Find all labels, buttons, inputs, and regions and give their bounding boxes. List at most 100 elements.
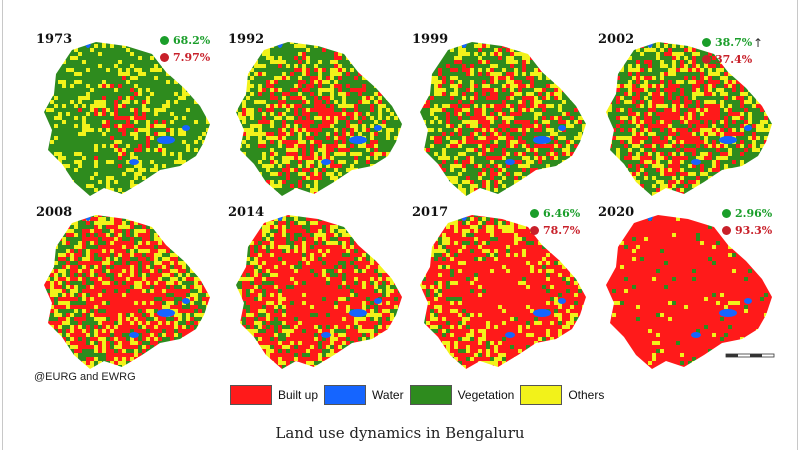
map-panel-1992: 1992 (226, 32, 408, 202)
vegetation-stat: 2.96% (722, 207, 772, 220)
legend-label: Water (372, 388, 404, 402)
water-body (744, 125, 752, 131)
built-up-stat: 37.4% (702, 53, 752, 66)
water-body (182, 125, 190, 131)
legend-swatch (230, 385, 272, 405)
stat-dot-icon (530, 209, 539, 218)
north-arrow-icon: ↑ (753, 36, 764, 50)
water-body (374, 298, 382, 304)
water-body (461, 42, 467, 48)
year-label: 2020 (598, 205, 635, 220)
stat-dot-icon (722, 226, 731, 235)
year-label: 1999 (412, 32, 449, 47)
water-body (533, 309, 551, 317)
water-body (461, 215, 467, 221)
water-body (691, 332, 701, 338)
water-body (349, 309, 367, 317)
map-panel-2014: 2014 (226, 205, 408, 375)
built-up-stat: 7.97% (160, 51, 210, 64)
legend-item-water: Water (324, 385, 404, 405)
land-use-map-1992 (236, 42, 402, 196)
water-body (558, 125, 566, 131)
stat-value: 6.46% (543, 207, 581, 220)
stat-dot-icon (160, 53, 169, 62)
water-body (744, 298, 752, 304)
water-body (157, 136, 175, 144)
vegetation-stat: 38.7% (702, 36, 752, 49)
legend-swatch (324, 385, 367, 405)
stat-dot-icon (530, 226, 539, 235)
water-body (505, 159, 515, 165)
water-body (719, 309, 737, 317)
map-panel-2008: 2008 (34, 205, 216, 375)
stat-dot-icon (160, 36, 169, 45)
land-use-map-2002 (606, 42, 772, 196)
stat-value: 37.4% (715, 53, 753, 66)
map-panel-2002: 2002 38.7% 37.4% (596, 32, 778, 202)
year-label: 1992 (228, 32, 265, 47)
year-label: 2002 (598, 32, 635, 47)
water-body (691, 159, 701, 165)
stat-value: 68.2% (173, 34, 211, 47)
stat-value: 38.7% (715, 36, 753, 49)
legend-item-others: Others (520, 385, 604, 405)
water-body (374, 125, 382, 131)
water-body (647, 42, 653, 48)
legend-swatch (520, 385, 563, 405)
built-up-stat: 78.7% (530, 224, 580, 237)
legend-swatch (409, 385, 452, 405)
water-body (277, 215, 283, 221)
water-body (558, 298, 566, 304)
land-use-map-2020 (606, 215, 772, 369)
left-border (2, 0, 3, 450)
stat-dot-icon (722, 209, 731, 218)
water-body (321, 332, 331, 338)
stat-value: 7.97% (173, 51, 211, 64)
legend: Built up Water Vegetation Others (230, 384, 610, 406)
water-body (533, 136, 551, 144)
year-label: 2008 (36, 205, 73, 220)
map-panel-1999: 1999 (410, 32, 592, 202)
stat-dot-icon (702, 55, 711, 64)
map-panel-1973: 1973 68.2% 7.97% (34, 32, 216, 202)
legend-item-vegetation: Vegetation (409, 385, 515, 405)
water-body (129, 332, 139, 338)
vegetation-stat: 6.46% (530, 207, 580, 220)
year-label: 2014 (228, 205, 265, 220)
scale-bar (725, 353, 775, 358)
land-use-map-2014 (236, 215, 402, 369)
legend-label: Others (568, 388, 605, 402)
legend-label: Built up (278, 388, 319, 402)
water-body (719, 136, 737, 144)
water-body (157, 309, 175, 317)
water-body (321, 159, 331, 165)
credit-text: @EURG and EWRG (34, 371, 136, 383)
built-up-stat: 93.3% (722, 224, 772, 237)
water-body (505, 332, 515, 338)
figure-caption: Land use dynamics in Bengaluru (275, 424, 525, 442)
stat-value: 93.3% (735, 224, 773, 237)
map-panel-2017: 2017 6.46% 78.7% (410, 205, 592, 375)
legend-label: Vegetation (457, 388, 515, 402)
stat-dot-icon (702, 38, 711, 47)
land-use-map-1999 (420, 42, 586, 196)
stat-value: 2.96% (735, 207, 773, 220)
land-use-map-2008 (44, 215, 210, 369)
land-use-map-1973 (44, 42, 210, 196)
land-use-map-2017 (420, 215, 586, 369)
map-panel-2020: 2020 2.96% 93.3% (596, 205, 778, 375)
water-body (277, 42, 283, 48)
water-body (85, 215, 91, 221)
year-label: 1973 (36, 32, 73, 47)
stat-value: 78.7% (543, 224, 581, 237)
year-label: 2017 (412, 205, 449, 220)
water-body (85, 42, 91, 48)
right-border (797, 0, 798, 450)
water-body (349, 136, 367, 144)
water-body (647, 215, 653, 221)
vegetation-stat: 68.2% (160, 34, 210, 47)
water-body (129, 159, 139, 165)
water-body (182, 298, 190, 304)
legend-item-built-up: Built up (230, 385, 318, 405)
